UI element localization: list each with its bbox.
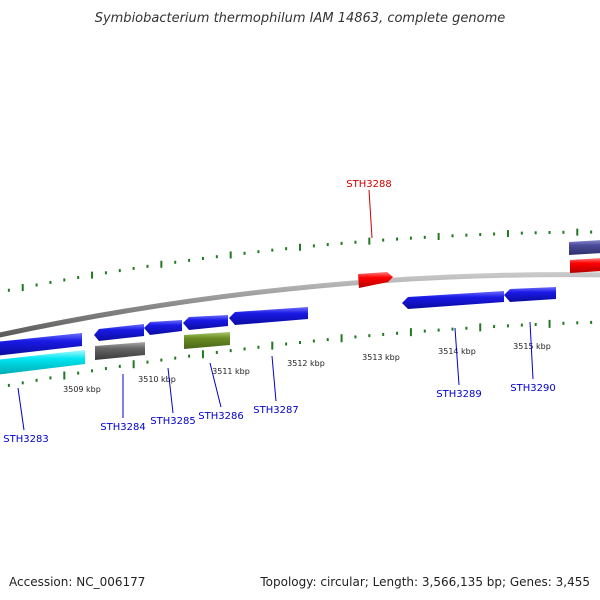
outer-tick-ring [7, 228, 593, 292]
accession-text: Accession: NC_006177 [9, 575, 145, 589]
gene-arrow-sth3287[interactable] [229, 307, 308, 325]
gene-label-sth3283[interactable]: STH3283 [3, 434, 48, 445]
lower-row-features [0, 332, 230, 375]
gene-label-sth3284[interactable]: STH3284 [100, 422, 145, 433]
genome-title: Symbiobacterium thermophilum IAM 14863, … [95, 11, 506, 26]
gene-leader-line [454, 327, 460, 386]
gene-leader-line [167, 367, 174, 414]
reverse-strand-features [0, 287, 556, 356]
gene-label-sth3286[interactable]: STH3286 [198, 411, 243, 422]
gene-label-sth3290[interactable]: STH3290 [510, 383, 555, 394]
gene-box-slate[interactable] [569, 240, 600, 255]
gene-arrow-sth3285[interactable] [144, 320, 182, 335]
gene-labels: STH3283 STH3284 STH3285 STH3286 STH3287 STH32… [3, 179, 555, 445]
gene-leader-line [17, 387, 25, 431]
gene-leader-line [209, 362, 222, 408]
inner-tick-ring [7, 319, 593, 387]
feature-olive[interactable] [184, 332, 230, 349]
forward-strand-features [358, 240, 600, 288]
gene-leader-line [271, 355, 277, 402]
gene-arrow-sth3289[interactable] [402, 291, 504, 309]
chromosome-backbone [0, 272, 600, 338]
feature-gray[interactable] [95, 342, 145, 360]
gene-arrow-sth3283[interactable] [0, 333, 82, 356]
gene-label-sth3285[interactable]: STH3285 [150, 416, 195, 427]
kbp-label: 3513 kbp [362, 353, 400, 362]
feature-cyan[interactable] [0, 350, 85, 375]
gene-arrow-sth3284[interactable] [94, 324, 144, 341]
kbp-label: 3511 kbp [212, 367, 250, 376]
gene-label-sth3289[interactable]: STH3289 [436, 389, 481, 400]
gene-arrow-sth3290[interactable] [504, 287, 556, 302]
gene-label-sth3288[interactable]: STH3288 [346, 179, 391, 190]
gene-label-sth3287[interactable]: STH3287 [253, 405, 298, 416]
gene-leader-line [529, 321, 534, 380]
kbp-label: 3509 kbp [63, 385, 101, 394]
kbp-label: 3515 kbp [513, 342, 551, 351]
kbp-label: 3512 kbp [287, 359, 325, 368]
kbp-label: 3510 kbp [138, 375, 176, 384]
gene-arrow-sth3288[interactable] [358, 272, 393, 288]
topology-text: Topology: circular; Length: 3,566,135 bp… [259, 575, 590, 589]
gene-leader-line [368, 189, 373, 239]
gene-arrow-sth3286[interactable] [183, 315, 228, 330]
gene-box-red-right[interactable] [570, 258, 600, 273]
